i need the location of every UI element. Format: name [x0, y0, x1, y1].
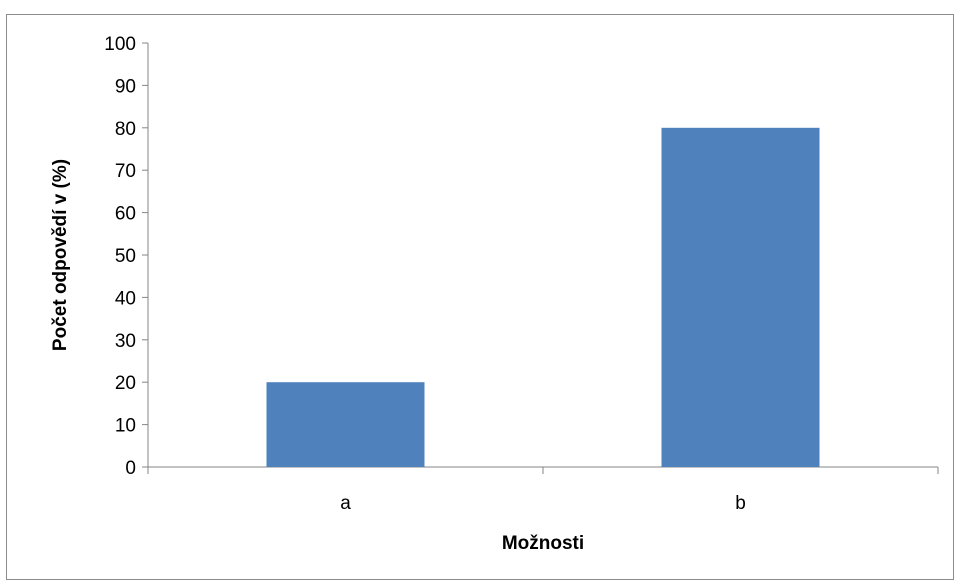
x-axis-title: Možnosti [502, 533, 584, 554]
y-tick-label: 100 [104, 34, 136, 55]
y-tick-label: 50 [115, 246, 136, 267]
y-tick-label: 10 [115, 416, 136, 437]
bar-b [661, 127, 820, 468]
y-tick-label: 60 [115, 204, 136, 225]
bar-a [266, 382, 425, 467]
y-tick-label: 90 [115, 76, 136, 97]
y-tick-label: 30 [115, 331, 136, 352]
y-tick-label: 80 [115, 119, 136, 140]
y-tick-label: 40 [115, 288, 136, 309]
y-tick-label: 70 [115, 161, 136, 182]
x-tick-label: b [735, 493, 746, 514]
y-axis-title: Počet odpovědí v (%) [50, 159, 71, 351]
y-tick-label: 20 [115, 373, 136, 394]
x-tick-label: a [340, 493, 351, 514]
plot-area: 0 10 20 30 40 50 60 70 80 90 100 a b [104, 34, 939, 514]
y-tick-label: 0 [125, 458, 136, 479]
